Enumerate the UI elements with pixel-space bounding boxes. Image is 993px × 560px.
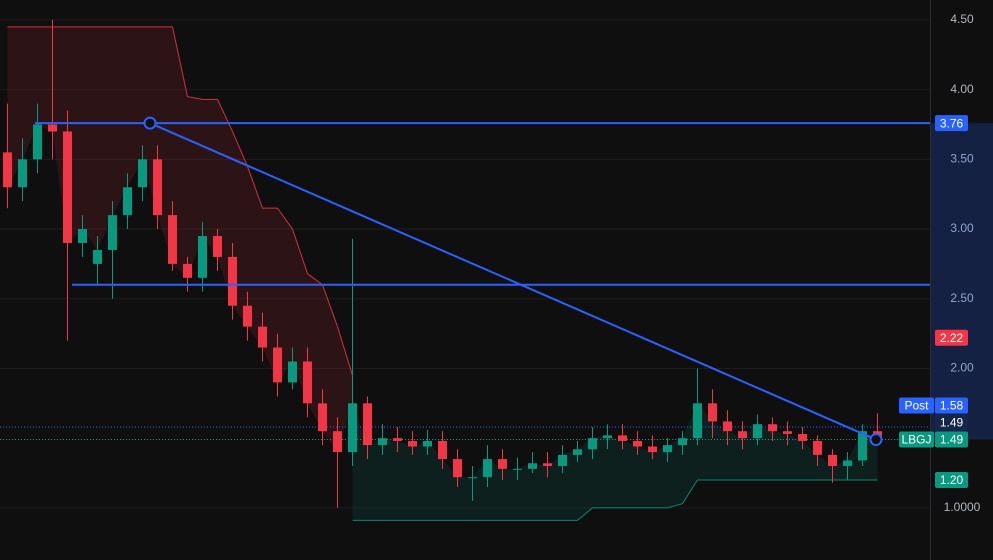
symbol-tag: [899, 397, 934, 414]
candle-body: [618, 435, 627, 441]
candle-body: [288, 361, 297, 383]
candle-body: [348, 403, 357, 453]
candle-body: [753, 424, 762, 439]
candle-body: [138, 159, 147, 188]
price-tag: [935, 329, 968, 346]
candle-body: [168, 215, 177, 264]
candle-body: [588, 438, 597, 450]
candle-body: [93, 249, 102, 264]
candle-body: [153, 159, 162, 216]
y-tick-label: 4.00: [950, 82, 974, 96]
candle-body: [198, 236, 207, 278]
candle-body: [243, 305, 252, 327]
candle-body: [813, 440, 822, 455]
y-tick-label: 4.50: [950, 12, 974, 26]
trendline-anchor: [869, 433, 883, 447]
candle-body: [543, 463, 552, 467]
candle-body: [633, 440, 642, 447]
candle-body: [33, 124, 42, 160]
candle-body: [678, 438, 687, 446]
candle-body: [498, 459, 507, 469]
y-tick-label: 2.00: [950, 361, 974, 375]
candle-body: [78, 229, 87, 243]
candle-body: [18, 159, 27, 188]
candle-body: [453, 459, 462, 478]
trendline-anchor: [143, 116, 157, 130]
candle-body: [213, 236, 222, 257]
y-tick-label: 1.0000: [944, 500, 981, 514]
candle-body: [393, 438, 402, 441]
price-tag: [935, 397, 968, 414]
candle-body: [63, 131, 72, 243]
price-tag-label: 1.20: [940, 473, 964, 487]
candle-body: [573, 449, 582, 455]
candle-body: [513, 468, 522, 470]
symbol-tag-label: Post: [904, 399, 929, 413]
candle-body: [183, 263, 192, 278]
y-tick-label: 3.00: [950, 221, 974, 235]
candle-body: [483, 459, 492, 478]
candle-body: [438, 440, 447, 460]
price-tag: [935, 414, 968, 431]
y-tick-label: 2.50: [950, 291, 974, 305]
candle-body: [843, 460, 852, 467]
candle-body: [858, 431, 867, 461]
candle-body: [303, 361, 312, 404]
symbol-tag: [899, 431, 934, 448]
lower-band-fill: [352, 403, 878, 521]
price-tag-label: 3.76: [940, 116, 964, 130]
price-tag-label: 2.22: [940, 331, 964, 345]
axis-range-highlight: [931, 123, 993, 440]
candle-body: [228, 256, 237, 306]
candle-body: [258, 326, 267, 348]
candle-body: [768, 424, 777, 432]
candle-body: [378, 438, 387, 446]
price-tag-label: 1.49: [940, 433, 964, 447]
price-tag: [935, 431, 968, 448]
candle-body: [708, 403, 717, 422]
price-tag: [935, 471, 968, 488]
candle-body: [273, 347, 282, 383]
candle-body: [738, 431, 747, 439]
trendline: [149, 122, 877, 441]
candle-body: [423, 440, 432, 447]
price-tag-label: 1.58: [940, 399, 964, 413]
candle-body: [333, 431, 342, 453]
candle-body: [123, 187, 132, 216]
y-tick-label: 3.50: [950, 152, 974, 166]
candle-body: [783, 431, 792, 434]
candle-body: [648, 446, 657, 453]
candle-body: [3, 152, 12, 188]
candle-body: [798, 433, 807, 441]
candle-body: [48, 124, 57, 132]
price-tag: [935, 115, 968, 132]
candle-body: [363, 403, 372, 446]
candle-body: [318, 403, 327, 432]
candle-body: [663, 445, 672, 453]
candle-body: [108, 215, 117, 250]
price-tag-label: 1.49: [940, 416, 964, 430]
lower-band: [352, 479, 878, 521]
candle-body: [558, 454, 567, 467]
upper-band: [7, 26, 353, 376]
candle-body: [528, 463, 537, 469]
candle-body: [828, 454, 837, 467]
candle-body: [723, 421, 732, 432]
candle-body: [468, 477, 477, 479]
candle-body: [693, 403, 702, 439]
candle-body: [603, 435, 612, 439]
symbol-tag-label: LBGJ: [901, 433, 931, 447]
candle-body: [408, 440, 417, 447]
